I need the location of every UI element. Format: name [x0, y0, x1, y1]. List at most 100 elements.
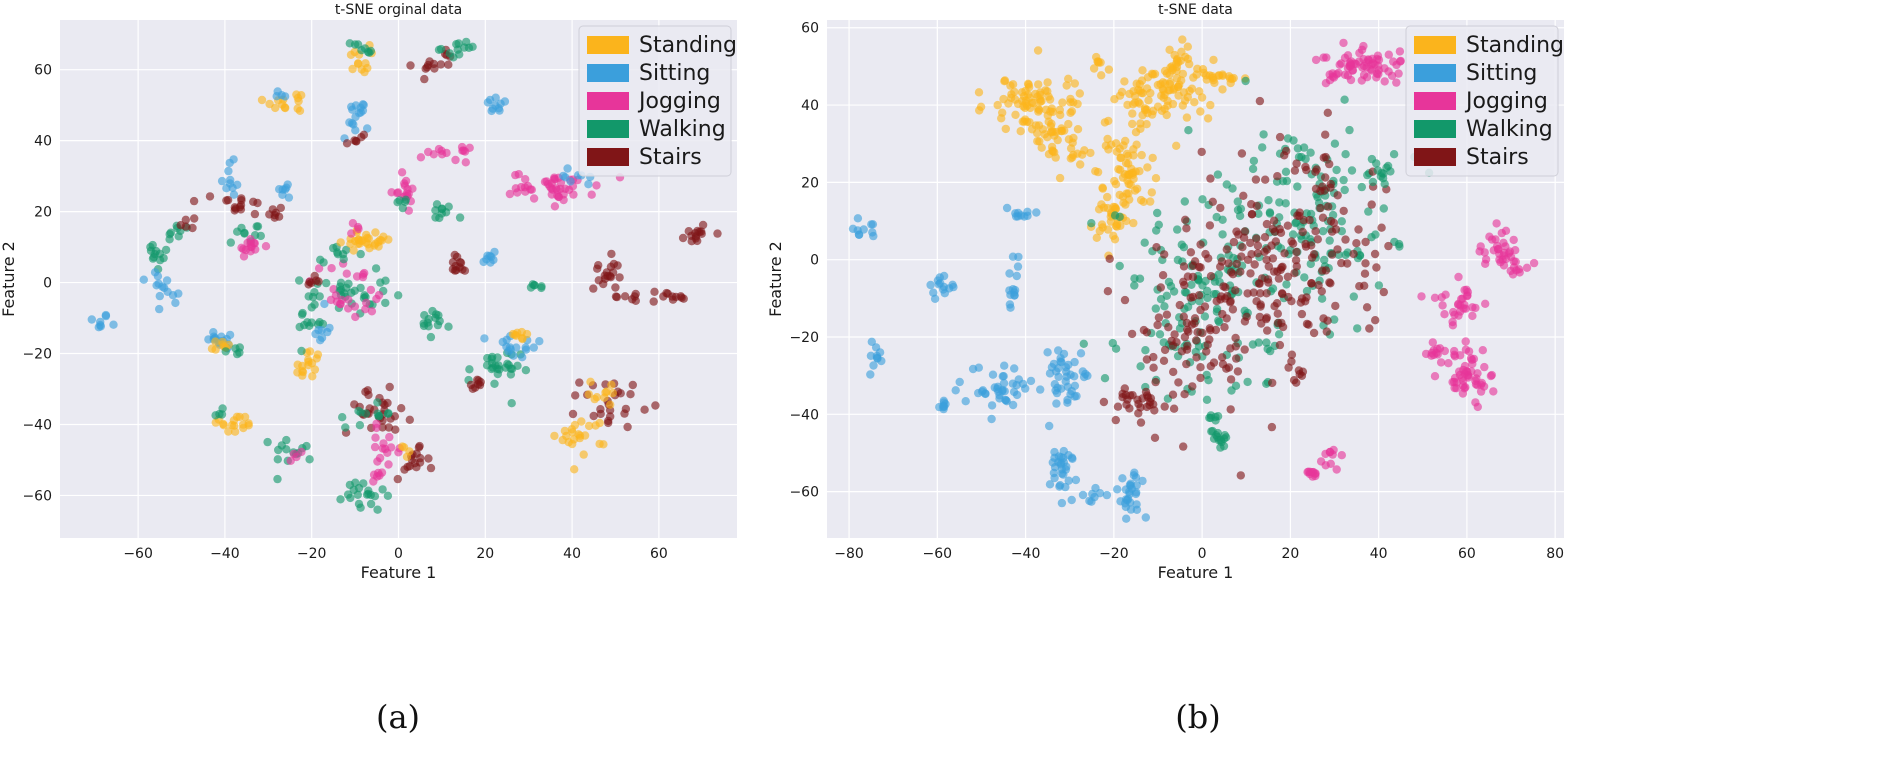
point-stairs — [1262, 245, 1272, 254]
point-stairs — [571, 391, 580, 400]
point-standing — [1020, 115, 1030, 124]
point-jogging — [1337, 451, 1347, 460]
point-standing — [211, 337, 220, 346]
point-stairs — [1360, 269, 1370, 278]
point-standing — [1064, 74, 1073, 84]
point-stairs — [1264, 278, 1273, 287]
point-stairs — [1272, 299, 1282, 308]
point-standing — [1089, 64, 1099, 73]
point-stairs — [223, 195, 233, 205]
point-sitting — [491, 93, 500, 102]
point-sitting — [109, 320, 118, 329]
point-stairs — [385, 382, 394, 392]
point-jogging — [529, 194, 539, 203]
point-stairs — [1205, 335, 1214, 344]
point-sitting — [171, 298, 180, 308]
point-sitting — [495, 106, 504, 115]
point-stairs — [1362, 303, 1372, 312]
point-stairs — [1233, 367, 1243, 376]
point-walking — [1079, 339, 1089, 348]
point-sitting — [101, 310, 111, 320]
point-walking — [1339, 175, 1348, 185]
point-standing — [1064, 119, 1073, 129]
point-stairs — [1149, 352, 1158, 362]
point-sitting — [1052, 399, 1061, 408]
point-sitting — [94, 323, 104, 332]
point-walking — [373, 398, 382, 407]
point-standing — [568, 428, 577, 437]
point-stairs — [1292, 159, 1301, 168]
point-stairs — [1174, 378, 1183, 387]
point-sitting — [1002, 203, 1012, 213]
point-jogging — [1348, 66, 1358, 75]
point-walking — [1263, 344, 1272, 354]
point-stairs — [1287, 237, 1296, 246]
point-stairs — [253, 198, 262, 208]
legend-swatch-jogging — [1414, 92, 1456, 110]
point-standing — [1034, 104, 1043, 113]
point-jogging — [1417, 292, 1426, 301]
point-stairs — [391, 425, 400, 434]
legend-label-stairs: Stairs — [1466, 145, 1529, 170]
point-sitting — [1045, 480, 1055, 489]
point-sitting — [1062, 372, 1071, 381]
point-standing — [1135, 167, 1144, 176]
point-jogging — [387, 188, 396, 197]
point-walking — [1254, 338, 1263, 347]
point-stairs — [1341, 235, 1350, 244]
point-stairs — [1273, 172, 1282, 181]
point-standing — [1034, 80, 1043, 89]
point-stairs — [1200, 302, 1210, 311]
point-stairs — [1333, 191, 1342, 200]
point-stairs — [1322, 327, 1332, 336]
point-jogging — [1471, 398, 1480, 407]
point-jogging — [1326, 459, 1336, 468]
point-walking — [174, 232, 183, 241]
point-stairs — [1149, 363, 1158, 372]
point-sitting — [1076, 349, 1086, 358]
point-walking — [1364, 207, 1373, 216]
point-stairs — [1220, 323, 1229, 332]
point-stairs — [1326, 179, 1336, 189]
point-stairs — [448, 258, 458, 267]
point-walking — [464, 43, 474, 52]
point-jogging — [369, 477, 378, 486]
point-stairs — [1295, 208, 1304, 217]
point-standing — [398, 442, 407, 451]
point-jogging — [1322, 53, 1331, 62]
point-walking — [378, 485, 387, 494]
point-walking — [353, 490, 362, 499]
point-stairs — [603, 271, 612, 281]
point-stairs — [1226, 375, 1236, 384]
point-stairs — [1219, 282, 1228, 291]
point-walking — [273, 474, 282, 484]
point-stairs — [1206, 272, 1216, 281]
point-standing — [1144, 96, 1153, 105]
point-standing — [1180, 96, 1190, 105]
point-standing — [599, 440, 608, 449]
point-stairs — [1228, 305, 1238, 314]
point-stairs — [1246, 269, 1255, 278]
point-jogging — [297, 447, 306, 457]
point-jogging — [386, 443, 396, 452]
point-standing — [1055, 173, 1065, 183]
point-walking — [1213, 170, 1223, 179]
point-standing — [240, 412, 250, 422]
point-stairs — [593, 264, 602, 273]
point-stairs — [1329, 218, 1339, 228]
point-jogging — [1467, 367, 1476, 376]
point-sitting — [1032, 208, 1041, 217]
point-jogging — [261, 242, 271, 251]
point-walking — [295, 276, 304, 285]
point-sitting — [1048, 458, 1058, 467]
x-tick-label: 40 — [1370, 546, 1388, 562]
legend-label-sitting: Sitting — [639, 61, 710, 86]
y-tick-label: −20 — [22, 347, 52, 363]
point-jogging — [1487, 370, 1497, 380]
point-standing — [1150, 69, 1160, 79]
point-standing — [577, 417, 586, 426]
point-sitting — [934, 280, 943, 289]
point-stairs — [1339, 206, 1348, 216]
point-stairs — [1274, 274, 1284, 283]
point-walking — [1300, 273, 1309, 282]
